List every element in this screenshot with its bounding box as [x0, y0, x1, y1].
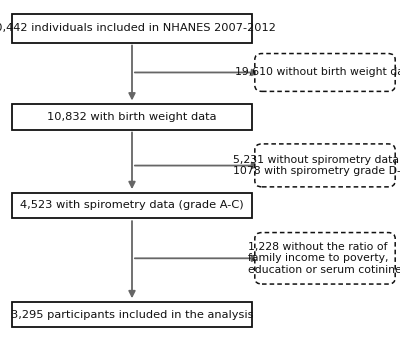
FancyBboxPatch shape [12, 193, 252, 218]
Text: 3,295 participants included in the analysis: 3,295 participants included in the analy… [11, 310, 253, 320]
Text: 10,832 with birth weight data: 10,832 with birth weight data [47, 112, 217, 122]
FancyBboxPatch shape [12, 104, 252, 130]
Text: 1,228 without the ratio of
family income to poverty,
education or serum cotinine: 1,228 without the ratio of family income… [248, 242, 400, 275]
FancyBboxPatch shape [255, 233, 395, 284]
Text: 19,610 without birth weight data: 19,610 without birth weight data [235, 68, 400, 77]
FancyBboxPatch shape [255, 144, 395, 187]
FancyBboxPatch shape [12, 302, 252, 327]
FancyBboxPatch shape [255, 54, 395, 91]
FancyBboxPatch shape [12, 14, 252, 43]
Text: 4,523 with spirometry data (grade A-C): 4,523 with spirometry data (grade A-C) [20, 201, 244, 210]
Text: 5,231 without spirometry data  or
1078 with spirometry grade D-F: 5,231 without spirometry data or 1078 wi… [233, 154, 400, 176]
Text: 30,442 individuals included in NHANES 2007-2012: 30,442 individuals included in NHANES 20… [0, 23, 276, 33]
